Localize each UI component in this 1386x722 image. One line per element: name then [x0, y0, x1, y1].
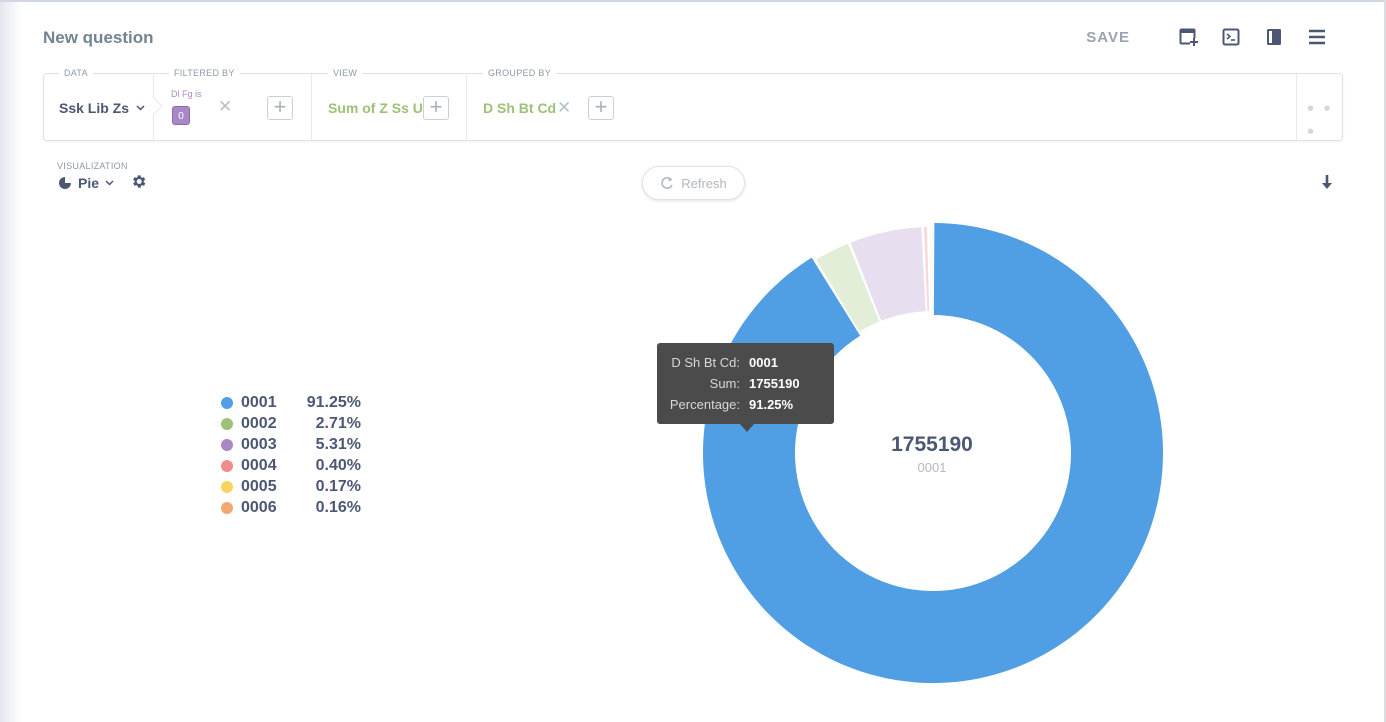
refresh-icon	[661, 176, 673, 189]
visualization-type-select[interactable]: Pie	[58, 175, 114, 191]
chevron-down-icon	[136, 105, 145, 111]
legend-name: 0001	[241, 393, 277, 411]
menu-icon[interactable]	[1306, 26, 1328, 48]
pie-slice-0005[interactable]	[929, 227, 932, 312]
remove-breakout-icon[interactable]: ✕	[557, 98, 572, 117]
legend-percentage: 0.16%	[315, 498, 361, 516]
legend-item[interactable]: 0005 0.17%	[221, 476, 361, 497]
tooltip-value: 0001	[749, 355, 778, 370]
legend-name: 0006	[241, 498, 277, 516]
legend-dot	[221, 501, 233, 514]
legend-item[interactable]: 0002 2.71%	[221, 413, 361, 434]
filter-section: FILTERED BY Dl Fg is 0 ✕ +	[153, 68, 312, 140]
add-filter-button[interactable]: +	[267, 96, 293, 120]
window-top-border	[0, 0, 1386, 2]
tooltip-row: Percentage: 91.25%	[657, 394, 834, 415]
pie-slice-0003[interactable]	[850, 227, 926, 321]
legend-dot	[221, 438, 233, 451]
legend-item[interactable]: 0006 0.16%	[221, 497, 361, 518]
filter-name[interactable]: Dl Fg is	[171, 89, 202, 99]
legend-item[interactable]: 0001 91.25%	[221, 392, 361, 413]
notebook-icon[interactable]	[1263, 26, 1285, 48]
tooltip-row: D Sh Bt Cd: 0001	[657, 352, 834, 373]
legend-dot	[221, 417, 233, 430]
legend-item[interactable]: 0003 5.31%	[221, 434, 361, 455]
add-aggregation-button[interactable]: +	[423, 96, 449, 120]
pie-slice-0004[interactable]	[923, 227, 930, 312]
tooltip-key: Sum:	[709, 376, 740, 391]
legend-dot	[221, 480, 233, 493]
data-source-select[interactable]: Ssk Lib Zs	[59, 100, 145, 116]
data-section: DATA Ssk Lib Zs	[44, 68, 154, 140]
add-breakout-button[interactable]: +	[588, 96, 614, 120]
legend-percentage: 2.71%	[315, 414, 361, 432]
view-label: VIEW	[328, 68, 363, 78]
sql-editor-icon[interactable]	[1220, 26, 1242, 48]
download-icon[interactable]	[1320, 174, 1334, 197]
page-title[interactable]: New question	[43, 28, 154, 47]
legend-dot	[221, 396, 233, 409]
pie-slice-0001[interactable]	[702, 223, 1163, 683]
center-label: 0001	[917, 460, 947, 475]
visualization-label: VISUALIZATION	[57, 161, 128, 171]
legend-percentage: 0.40%	[315, 456, 361, 474]
data-source-name: Ssk Lib Zs	[59, 100, 130, 116]
add-to-dashboard-icon[interactable]	[1177, 26, 1199, 48]
tooltip-key: D Sh Bt Cd:	[671, 355, 740, 370]
filter-value-badge[interactable]: 0	[172, 106, 190, 125]
refresh-button[interactable]: Refresh	[642, 166, 745, 200]
visualization-type: Pie	[78, 175, 100, 191]
refresh-label: Refresh	[681, 175, 727, 191]
data-label: DATA	[59, 68, 93, 78]
center-value: 1755190	[891, 433, 973, 456]
legend-percentage: 91.25%	[306, 393, 361, 411]
chart-tooltip: D Sh Bt Cd: 0001 Sum: 1755190 Percentage: 91.…	[657, 343, 834, 432]
tooltip-value: 91.25%	[749, 397, 794, 412]
pie-slice-0006[interactable]	[932, 227, 933, 312]
legend-item[interactable]: 0004 0.40%	[221, 455, 361, 476]
pie-slice-0002[interactable]	[816, 243, 880, 332]
aggregation-value[interactable]: Sum of Z Ss U	[328, 100, 423, 116]
tooltip-row: Sum: 1755190	[657, 373, 834, 394]
pie-chart	[702, 223, 1163, 683]
chevron-down-icon	[105, 180, 114, 186]
more-options-icon[interactable]: • • •	[1307, 98, 1333, 143]
legend-name: 0003	[241, 435, 277, 453]
window-edge	[0, 0, 22, 722]
legend-percentage: 5.31%	[315, 435, 361, 453]
header-actions: SAVE	[1086, 24, 1328, 50]
group-section: GROUPED BY D Sh Bt Cd ✕ +	[467, 68, 1297, 140]
legend-name: 0004	[241, 456, 277, 474]
remove-filter-icon[interactable]: ✕	[218, 97, 233, 116]
tooltip-key: Percentage:	[669, 397, 740, 412]
legend-name: 0005	[241, 477, 277, 495]
group-label: GROUPED BY	[483, 68, 557, 78]
chart-legend: 0001 91.25% 0002 2.71% 0003 5.31% 0004 0.40% 000…	[221, 392, 361, 518]
legend-percentage: 0.17%	[315, 477, 361, 495]
save-button[interactable]: SAVE	[1086, 28, 1130, 46]
query-builder: DATA Ssk Lib Zs FILTERED BY Dl Fg is 0 ✕…	[43, 68, 1343, 143]
legend-dot	[221, 459, 233, 472]
pie-chart-icon	[59, 177, 71, 189]
gear-icon[interactable]	[130, 173, 147, 195]
view-section: VIEW Sum of Z Ss U +	[312, 68, 467, 140]
filter-label: FILTERED BY	[169, 68, 240, 78]
breakout-value[interactable]: D Sh Bt Cd	[483, 100, 557, 116]
section-arrow-icon	[153, 97, 163, 115]
tooltip-value: 1755190	[749, 376, 800, 391]
window-right-border	[1384, 0, 1386, 722]
legend-name: 0002	[241, 414, 277, 432]
